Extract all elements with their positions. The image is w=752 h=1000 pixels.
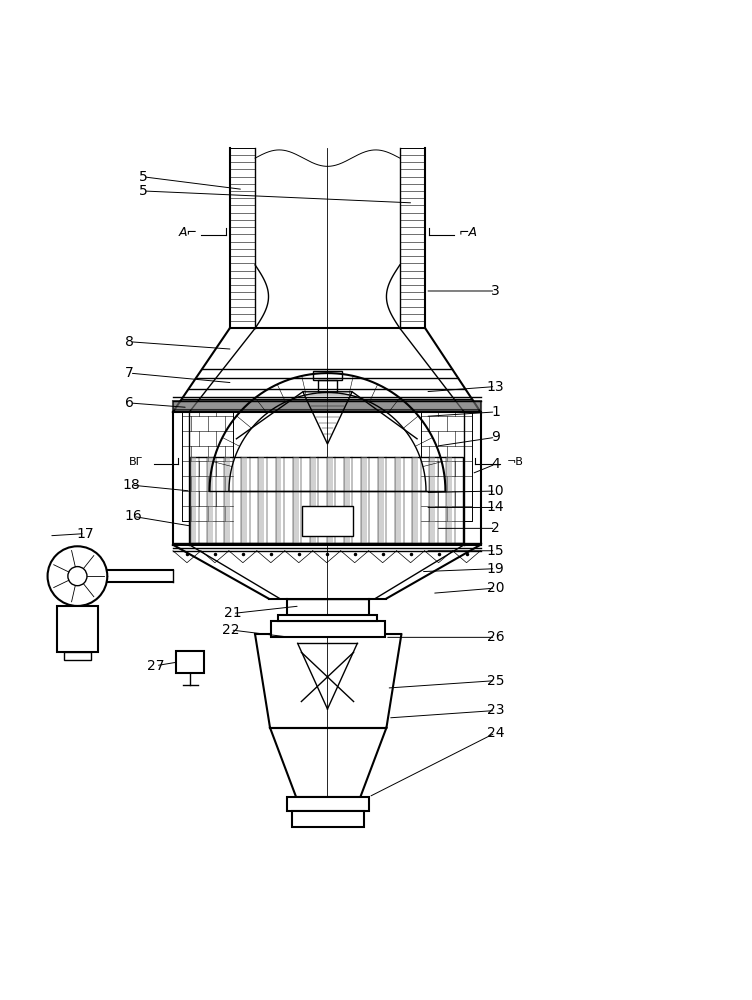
- Bar: [318, 380, 337, 392]
- Text: 27: 27: [147, 659, 165, 673]
- Bar: [293, 811, 364, 827]
- Text: 20: 20: [487, 581, 504, 595]
- Circle shape: [68, 567, 87, 586]
- Bar: [287, 797, 369, 811]
- Bar: [421, 412, 472, 521]
- Bar: [313, 371, 342, 380]
- Bar: [293, 457, 299, 543]
- Text: 23: 23: [487, 703, 504, 717]
- Bar: [176, 651, 205, 673]
- Text: 4: 4: [491, 457, 500, 471]
- Text: 1: 1: [491, 405, 500, 419]
- Text: 8: 8: [126, 335, 134, 349]
- Bar: [378, 457, 384, 543]
- Bar: [208, 457, 213, 543]
- Text: 18: 18: [123, 478, 140, 492]
- Bar: [412, 457, 418, 543]
- Bar: [310, 457, 316, 543]
- Text: 22: 22: [222, 623, 239, 637]
- Bar: [361, 457, 367, 543]
- Bar: [173, 401, 481, 410]
- Bar: [395, 457, 401, 543]
- Text: 2: 2: [491, 521, 500, 535]
- Bar: [446, 457, 452, 543]
- Text: 17: 17: [76, 527, 94, 541]
- Bar: [190, 457, 463, 543]
- Bar: [229, 148, 255, 328]
- Text: 9: 9: [491, 430, 500, 444]
- Bar: [182, 412, 232, 521]
- Text: ⌐A: ⌐A: [459, 226, 478, 239]
- Text: 25: 25: [487, 674, 504, 688]
- Bar: [259, 457, 265, 543]
- Bar: [326, 457, 332, 543]
- Bar: [224, 457, 230, 543]
- Bar: [271, 621, 385, 637]
- Bar: [64, 652, 91, 660]
- Text: 14: 14: [487, 500, 505, 514]
- Bar: [190, 457, 196, 543]
- Bar: [400, 148, 426, 328]
- Bar: [278, 615, 378, 621]
- Text: A⌐: A⌐: [179, 226, 198, 239]
- Text: ¬B: ¬B: [506, 457, 523, 467]
- Bar: [275, 457, 281, 543]
- Text: 19: 19: [487, 562, 505, 576]
- Bar: [241, 457, 247, 543]
- Text: 21: 21: [224, 606, 241, 620]
- Bar: [302, 506, 353, 536]
- Circle shape: [47, 546, 108, 606]
- Text: BΓ: BΓ: [129, 457, 143, 467]
- Text: 5: 5: [138, 170, 147, 184]
- Text: 13: 13: [487, 380, 505, 394]
- Bar: [429, 457, 435, 543]
- Bar: [344, 457, 350, 543]
- Text: 10: 10: [487, 484, 505, 498]
- Text: 26: 26: [487, 630, 505, 644]
- Text: 5: 5: [138, 184, 147, 198]
- Text: 16: 16: [125, 509, 142, 523]
- Text: 3: 3: [491, 284, 500, 298]
- Text: 15: 15: [487, 544, 505, 558]
- Bar: [56, 606, 99, 652]
- Text: 24: 24: [487, 726, 504, 740]
- Text: 6: 6: [126, 396, 134, 410]
- Text: 7: 7: [126, 366, 134, 380]
